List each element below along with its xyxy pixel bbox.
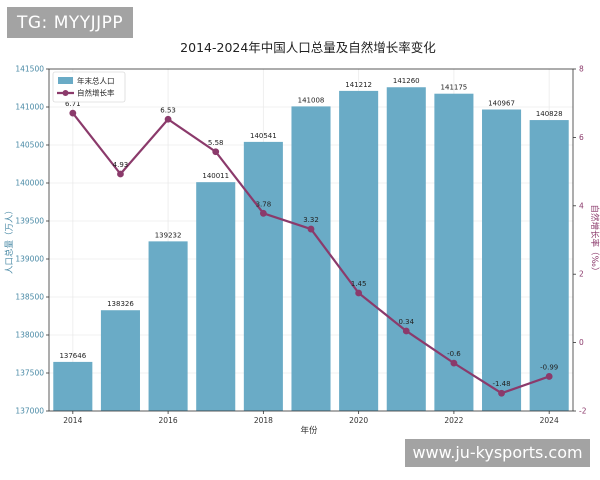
y-right-tick-label: 0: [579, 338, 584, 347]
y-right-tick-label: 4: [579, 201, 584, 210]
line-point-2015: [117, 170, 124, 178]
chart-title: 2014-2024年中国人口总量及自然增长率变化: [180, 40, 436, 55]
line-value-label: 5.58: [208, 139, 224, 147]
line-value-label: -1.48: [492, 380, 510, 388]
y-left-tick-label: 137000: [15, 407, 44, 416]
y-left-tick-label: 138500: [15, 293, 44, 302]
line-point-2019: [307, 225, 315, 233]
watermark-top: TG: MYYJJPP: [7, 7, 134, 38]
bar-value-label: 141175: [441, 84, 468, 92]
bar-2018: [243, 141, 283, 411]
y-left-tick-label: 141500: [15, 65, 44, 74]
line-value-label: 6.53: [160, 106, 176, 114]
bar-value-label: 139232: [155, 231, 182, 239]
y-left-tick-label: 141000: [15, 103, 44, 112]
bar-2016: [148, 241, 188, 411]
bar-2021: [386, 87, 426, 412]
axes: 137000 137500 138000 138500 139000 139500 1400…: [15, 65, 586, 426]
bar-2022: [434, 93, 474, 411]
bar-2014: [53, 361, 93, 411]
line-value-label: 4.93: [113, 161, 129, 169]
bar-value-label: 137646: [59, 352, 86, 360]
bar-value-label: 138326: [107, 300, 134, 308]
line-series: [69, 109, 553, 397]
bar-2020: [339, 90, 379, 411]
x-tick-label: 2016: [159, 416, 178, 425]
y-left-tick-label: 138000: [15, 331, 44, 340]
x-tick-label: 2020: [349, 416, 368, 425]
legend-label-line: 自然增长率: [77, 88, 115, 98]
x-tick-label: 2022: [444, 416, 463, 425]
y-right-tick-label: 6: [579, 133, 584, 142]
bar-2024: [529, 120, 569, 412]
line-value-label: 1.45: [351, 280, 367, 288]
bar-value-label: 140541: [250, 132, 277, 140]
x-tick-label: 2024: [540, 416, 559, 425]
bar-value-label: 140828: [536, 110, 563, 118]
y-left-tick-label: 140000: [15, 179, 44, 188]
line-value-label: 6.71: [65, 100, 81, 108]
bar-2015: [100, 310, 140, 411]
bar-series: [53, 87, 569, 412]
line-point-2020: [355, 289, 363, 297]
line-point-2018: [259, 209, 267, 217]
line-value-label: 0.34: [398, 318, 414, 326]
y-left-tick-label: 137500: [15, 369, 44, 378]
line-point-2021: [402, 327, 410, 335]
line-point-2022: [450, 359, 458, 367]
bar-2019: [291, 106, 331, 411]
x-axis-label: 年份: [300, 425, 318, 436]
bar-value-label: 140011: [202, 172, 229, 180]
plot-frame: [48, 68, 574, 412]
line-value-label: 3.78: [256, 200, 272, 208]
bar-value-label: 141260: [393, 77, 420, 85]
bar-2023: [482, 109, 522, 412]
bar-value-label: 140967: [488, 100, 515, 108]
line-value-label: -0.99: [540, 363, 558, 371]
x-tick-label: 2014: [63, 416, 82, 425]
y-left-tick-label: 140500: [15, 141, 44, 150]
line-value-label: -0.6: [447, 350, 461, 358]
y-left-tick-label: 139000: [15, 255, 44, 264]
data-labels: 137646 138326 139232 140011 140541 141008 1412…: [59, 77, 562, 388]
legend-swatch-bar: [58, 77, 73, 84]
bar-value-label: 141008: [298, 96, 325, 104]
line-value-label: 3.32: [303, 216, 319, 224]
legend-swatch-marker: [62, 90, 69, 96]
line-point-2014: [69, 109, 77, 117]
bar-2017: [196, 182, 236, 411]
line-point-2016: [164, 115, 172, 123]
line-point-2023: [498, 389, 505, 397]
watermark-bottom: www.ju-kysports.com: [405, 439, 590, 467]
y-left-tick-label: 139500: [15, 217, 44, 226]
y-axis-left-label: 人口总量（万人）: [4, 206, 15, 274]
y-right-tick-label: 2: [579, 270, 584, 279]
legend-label-bar: 年末总人口: [77, 76, 115, 86]
y-right-tick-label: 8: [579, 65, 584, 74]
line-point-2024: [545, 373, 553, 380]
y-axis-right-label: 自然增长率（‰）: [589, 205, 600, 276]
y-right-tick-label: -2: [579, 407, 587, 416]
x-tick-label: 2018: [254, 416, 273, 425]
line-point-2017: [212, 148, 220, 156]
bar-value-label: 141212: [345, 81, 372, 89]
